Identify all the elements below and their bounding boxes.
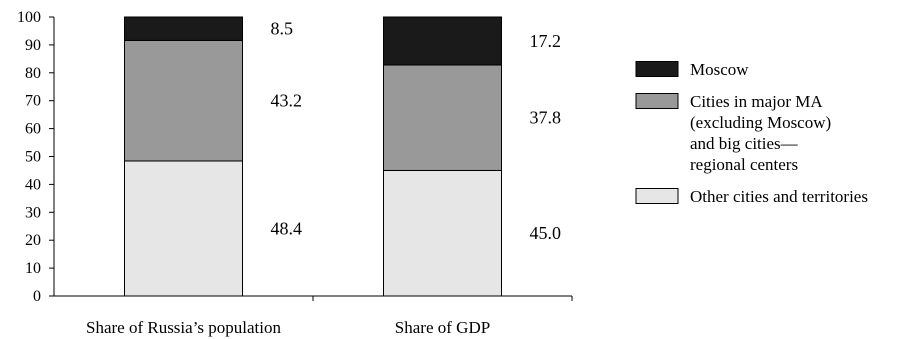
y-tick-label: 100: [17, 9, 41, 26]
legend-label: Other cities and territories: [690, 187, 868, 206]
bar-segment-other-cities-and-territo: [124, 160, 243, 297]
legend-label: Cities in major MA: [690, 92, 823, 111]
bar-segment-moscow: [124, 16, 243, 41]
y-tick-label: 40: [25, 176, 41, 193]
x-tick-label: Share of GDP: [395, 318, 490, 337]
legend-swatch: [635, 188, 679, 204]
legend-swatch: [635, 61, 679, 77]
y-tick-label: 50: [25, 149, 41, 166]
bar-segment-cities-in-major-ma-exclu: [124, 39, 243, 162]
y-tick-label: 90: [25, 37, 41, 54]
data-label: 37.8: [530, 108, 562, 128]
bar-segment-cities-in-major-ma-exclu: [383, 64, 502, 171]
data-label: 48.4: [271, 218, 303, 238]
x-tick-label: Share of Russia’s population: [86, 318, 282, 337]
value-labels: 48.4 43.2 8.5 45.0 37.8 17.2: [271, 19, 562, 244]
bar-segment-moscow: [383, 16, 502, 66]
bar-segment-other-cities-and-territo: [383, 169, 502, 297]
y-tick-label: 10: [25, 260, 41, 277]
legend-label: Moscow: [690, 60, 749, 79]
legend-label: (excluding Moscow): [690, 113, 831, 132]
bars: [124, 16, 502, 297]
y-tick-label: 60: [25, 121, 41, 138]
legend-label: regional centers: [690, 155, 798, 174]
y-tick-label: 20: [25, 232, 41, 249]
legend-swatch: [635, 93, 679, 109]
y-tick-label: 0: [33, 288, 41, 305]
legend: Moscow Cities in major MA (excluding Mosco…: [635, 60, 868, 206]
data-label: 43.2: [271, 91, 303, 111]
data-label: 17.2: [530, 31, 562, 51]
axes: 0 10 20 30 40 50 60 70 80 90 100 Share of Russia’s …: [17, 9, 573, 337]
data-label: 45.0: [530, 223, 562, 243]
y-tick-label: 70: [25, 93, 41, 110]
y-tick-label: 80: [25, 65, 41, 82]
legend-label: and big cities—: [690, 134, 799, 153]
data-label: 8.5: [271, 19, 294, 39]
y-tick-label: 30: [25, 204, 41, 221]
